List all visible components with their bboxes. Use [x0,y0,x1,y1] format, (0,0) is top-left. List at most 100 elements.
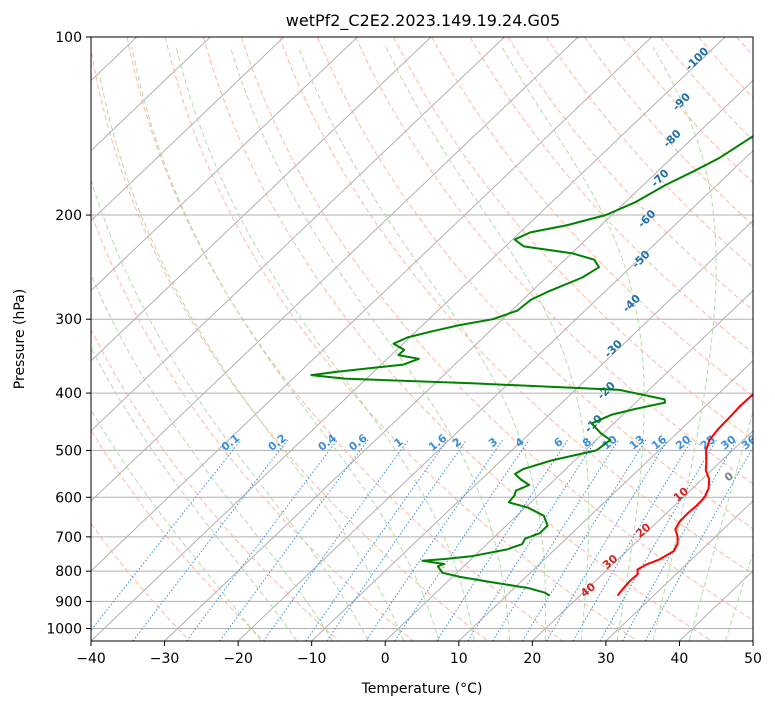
x-tick-label: 20 [523,651,541,667]
x-tick-label: 30 [597,651,615,667]
moist-adiabat-line [385,46,590,641]
mixing-ratio-label: 6 [552,435,566,450]
mixing-ratio-label: 36 [739,433,759,453]
mixing-ratio-label: 30 [718,433,738,453]
isotherm-line [91,37,211,152]
dry-adiabat-line [91,522,191,641]
isotherm-line [91,37,505,432]
isotherm-line [458,360,753,641]
x-tick-label: 10 [450,651,468,667]
dry-adiabat-label: -80 [661,127,684,150]
isotherm-line [91,37,579,502]
mixing-ratio-line [599,439,717,641]
moist-adiabat-label: 20 [633,520,653,540]
y-tick-label: 400 [55,386,82,402]
x-tick-label: 40 [671,651,689,667]
mixing-ratio-line [365,439,504,641]
mixing-ratio-line [467,439,597,641]
x-axis-ticks: −40 −30 −20 −10 0 10 20 30 40 50 [76,641,762,667]
mixing-ratio-label: 13 [627,433,647,453]
y-tick-label: 600 [55,490,82,506]
y-tick-label: 1000 [46,621,82,637]
plot-frame [90,36,754,642]
dry-adiabat-line [91,46,489,641]
isotherm-line [91,37,285,222]
mixing-ratio-line [622,439,738,641]
mixing-ratio-line [132,439,289,641]
moist-adiabat-line [688,409,753,641]
x-tick-label: 50 [744,651,762,667]
mixing-ratio-line [305,439,448,641]
dry-adiabat-line [736,37,753,56]
moist-adiabat-label: 0 [722,469,736,484]
moist-adiabat-line [501,46,645,641]
isotherm-line [384,290,753,641]
dry-adiabat-label: -50 [629,248,652,271]
isobar-grid [91,37,753,629]
x-tick-label: −20 [223,651,253,667]
dry-adiabats [91,37,753,641]
dry-adiabat-line [91,328,340,641]
moist-adiabat-line [91,273,333,641]
background-line-labels: 0.1 0.2 0.4 0.6 1 1.6 2 3 4 6 8 10 13 16 20 25 30 36-100-… [219,44,759,599]
y-tick-label: 700 [55,530,82,546]
dry-adiabat-line [164,37,638,641]
mixing-ratio-line [492,439,620,641]
moist-adiabat-line [229,46,511,641]
moist-adiabat-line [725,551,753,641]
dry-adiabat-line [355,37,753,485]
dry-adiabat-line [240,37,753,621]
mixing-ratio-label: 20 [673,433,693,453]
y-axis-label: Pressure (hPa) [12,289,28,389]
isotherm-line [605,500,753,641]
dry-adiabat-line [660,37,753,142]
dry-adiabat-line [469,37,753,354]
y-axis-ticks: 100 200 300 400 500 600 700 800 900 1000 [46,30,91,637]
moist-adiabat-line [99,75,404,641]
moist-adiabat-line [91,178,369,641]
mixing-ratio-line [572,439,693,641]
mixing-ratio-label: 3 [486,435,500,450]
mixing-ratio-line [394,439,530,641]
isotherm-line [0,37,63,641]
moist-adiabat-line [131,46,440,641]
moist-adiabat-line [175,46,475,641]
y-tick-label: 300 [55,312,82,328]
mixing-ratio-line [522,439,647,641]
x-tick-label: −30 [150,651,180,667]
profile-series [310,134,753,597]
dry-adiabat-line [91,211,414,641]
y-tick-label: 200 [55,208,82,224]
mixing-ratio-lines [91,439,753,641]
dry-adiabat-label: -100 [683,44,712,73]
moist-adiabat-label: 10 [671,484,691,504]
dry-adiabat-label: -60 [635,207,658,230]
dewpoint-profile-line [310,134,753,597]
dry-adiabat-line [279,37,753,575]
mixing-ratio-label: 2 [450,435,464,450]
moist-adiabat-line [91,408,261,641]
isotherm-line [91,37,432,362]
mixing-ratio-line [644,446,753,641]
dry-adiabat-line [431,37,753,397]
moist-adiabat-line [297,46,547,641]
dry-adiabat-line [91,429,265,641]
dry-adiabat-line [317,37,753,530]
dry-adiabat-line [698,37,753,99]
y-tick-label: 100 [55,30,82,46]
dry-adiabat-line [583,37,753,226]
y-tick-label: 800 [55,564,82,580]
moist-adiabat-line [91,346,298,641]
x-tick-label: −40 [76,651,106,667]
dry-adiabat-line [202,37,713,641]
mixing-ratio-label: 16 [649,433,669,453]
y-tick-label: 900 [55,594,82,610]
mixing-ratio-line [219,439,369,641]
isotherm-grid [0,37,753,641]
mixing-ratio-line [436,439,569,641]
moist-adiabat-line [652,46,717,641]
plot-area: 0.1 0.2 0.4 0.6 1 1.6 2 3 4 6 8 10 13 16 20 25 30 36-100-… [0,37,759,641]
chart-title: wetPf2_C2E2.2023.149.19.24.G05 [286,11,560,31]
isotherm-line [531,430,753,641]
